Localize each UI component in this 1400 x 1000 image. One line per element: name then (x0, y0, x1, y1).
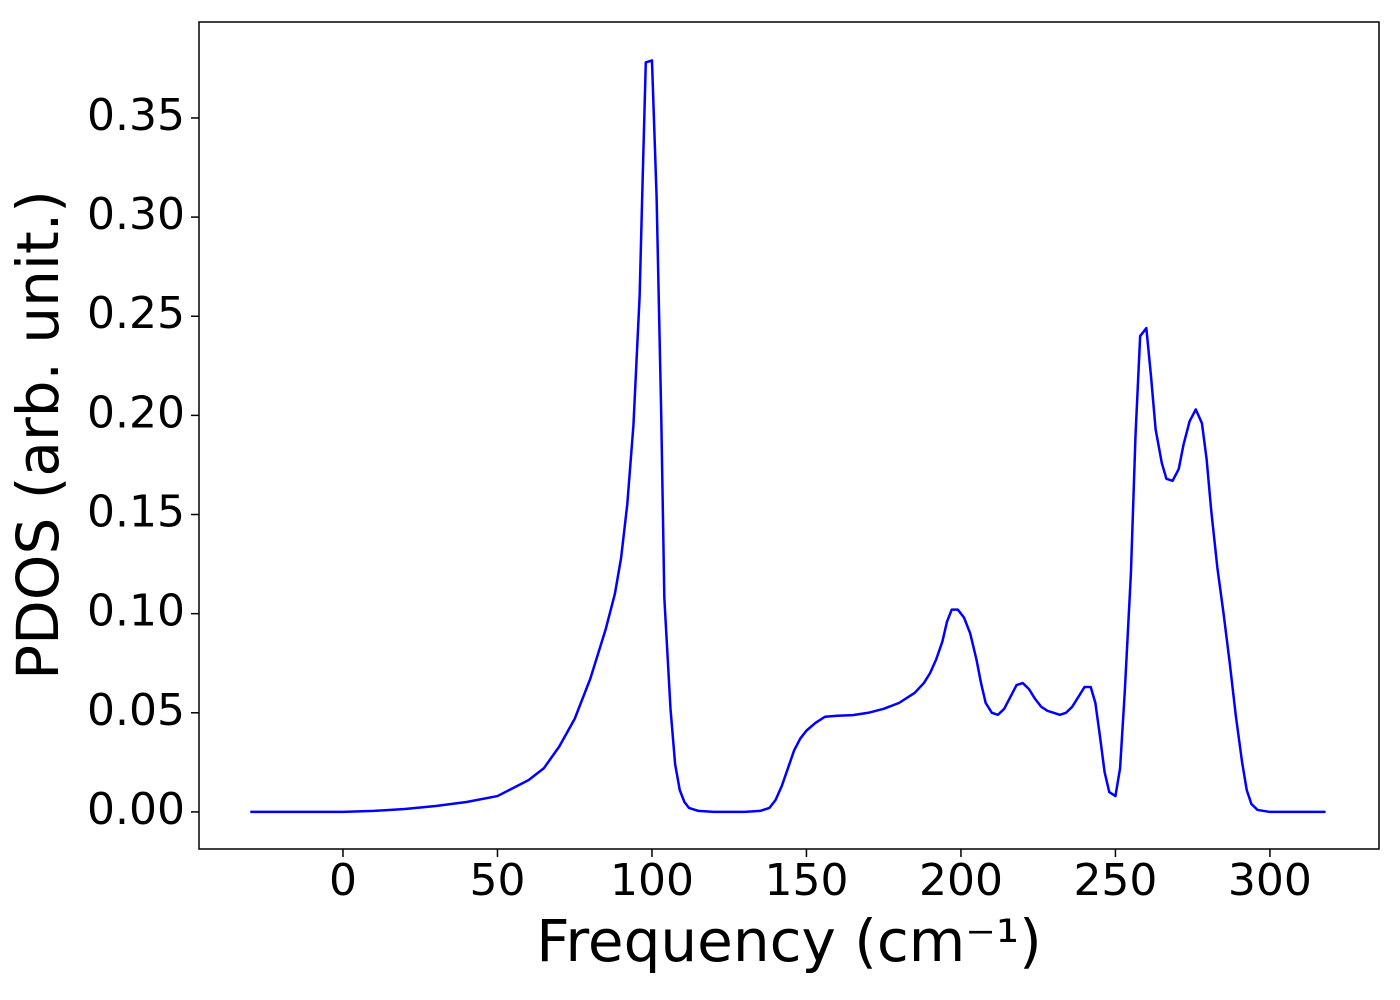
y-tick-label: 0.30 (87, 189, 185, 240)
y-tick-label: 0.10 (87, 586, 185, 637)
y-tick-label: 0.25 (87, 288, 185, 339)
y-tick-label: 0.00 (87, 784, 185, 835)
y-tick-label: 0.15 (87, 487, 185, 538)
x-tick-label: 250 (1073, 855, 1157, 906)
data-line (250, 59, 1326, 814)
y-tick-label: 0.20 (87, 387, 185, 438)
x-tick-label: 300 (1228, 855, 1312, 906)
y-tick-label: 0.05 (87, 685, 185, 736)
x-tick-label: 150 (764, 855, 848, 906)
x-tick-label: 100 (610, 855, 694, 906)
y-axis-label: PDOS (arb. unit.) (4, 190, 72, 680)
x-axis-label: Frequency (cm⁻¹) (536, 907, 1042, 975)
x-tick-label: 200 (919, 855, 1003, 906)
x-tick-label: 0 (329, 855, 357, 906)
y-tick-label: 0.35 (87, 90, 185, 141)
x-tick-label: 50 (469, 855, 525, 906)
plot-frame (198, 21, 1380, 850)
